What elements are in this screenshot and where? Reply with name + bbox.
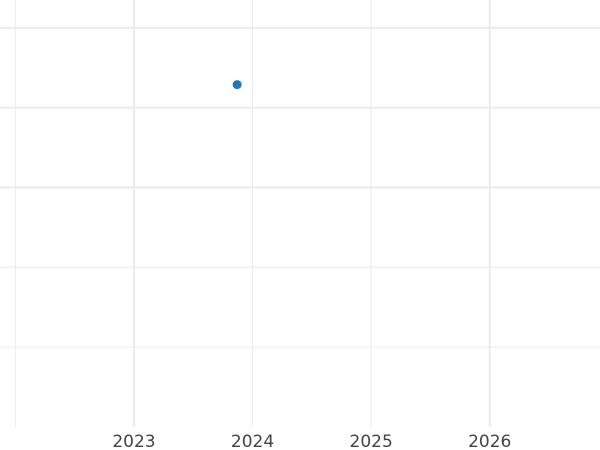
x-tick-label: 2025	[350, 432, 393, 450]
x-tick-label: 2023	[112, 432, 155, 450]
x-tick-labels: 2023 2024 2025 2026	[112, 432, 511, 450]
x-tick-label: 2026	[468, 432, 511, 450]
data-point	[232, 80, 242, 90]
x-tick-label: 2024	[231, 432, 274, 450]
grid	[0, 0, 600, 427]
points	[232, 80, 242, 90]
